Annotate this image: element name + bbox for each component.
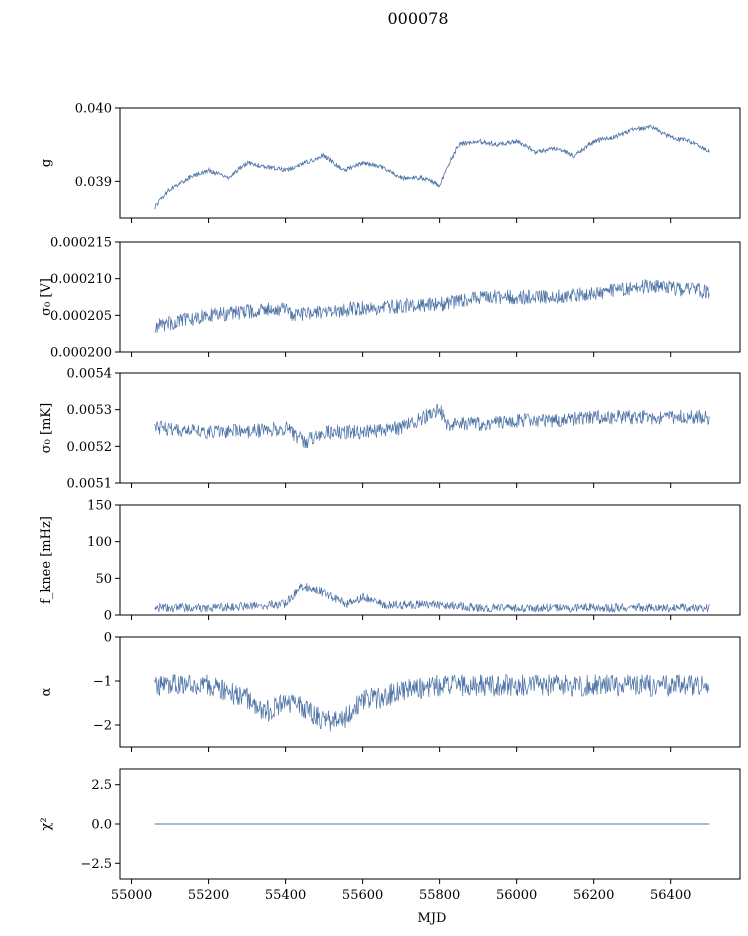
y-tick-label: 2.5 — [91, 778, 112, 793]
y-tick-label: 0.000210 — [50, 272, 112, 287]
x-axis-label: MJD — [418, 911, 447, 926]
panel-3: 0.0051 0.0052 0.0053 0.0054 σ₀ [mK] — [39, 367, 741, 492]
y-tick-label: 0.0052 — [67, 440, 113, 455]
series-line — [154, 404, 710, 449]
x-tick-label: 56000 — [496, 888, 537, 903]
y-tick-label: 0.0 — [91, 818, 112, 833]
y-tick-label: 0 — [104, 609, 112, 624]
y-tick-label: 0.039 — [75, 175, 112, 190]
panel-1: 0.039 0.040 g — [39, 102, 741, 223]
series-line — [154, 278, 710, 333]
panel-2: 0.000200 0.000205 0.000210 0.000215 σ₀ [V] — [39, 236, 741, 361]
y-tick-label: 0.000205 — [50, 309, 112, 324]
panel-frame — [119, 636, 741, 748]
panel-frame — [119, 372, 741, 484]
figure-title: 000078 — [387, 9, 448, 28]
y-tick-label: 0.000215 — [50, 236, 112, 251]
x-tick-label: 55800 — [419, 888, 460, 903]
y-tick-label: 0.040 — [75, 102, 112, 117]
y-tick-label: 0 — [104, 631, 112, 646]
x-tick-label: 55000 — [111, 888, 152, 903]
x-tick-label: 55400 — [265, 888, 306, 903]
x-tick-label: 55200 — [188, 888, 229, 903]
y-tick-label: −2 — [93, 719, 112, 734]
y-tick-label: −2.5 — [80, 857, 112, 872]
x-tick-label: 56400 — [650, 888, 691, 903]
y-tick-label: 50 — [95, 572, 112, 587]
y-tick-label: 150 — [87, 499, 112, 514]
panel-5: −2 −1 0 α — [39, 631, 741, 752]
series-line — [154, 583, 710, 614]
series-line — [154, 673, 710, 732]
y-tick-label: 0.0054 — [67, 367, 113, 382]
panel-frame — [119, 241, 741, 353]
panel-4: 0 50 100 150 f_knee [mHz] — [39, 499, 741, 624]
panel-frame — [119, 107, 741, 219]
y-axis-label: f_knee [mHz] — [39, 516, 54, 604]
y-tick-label: 0.0051 — [67, 477, 113, 492]
y-tick-label: 0.0053 — [67, 403, 113, 418]
y-tick-label: 0.000200 — [50, 346, 112, 361]
x-tick-label: 55600 — [342, 888, 383, 903]
series-line — [154, 124, 710, 210]
y-axis-label: σ₀ [V] — [39, 278, 54, 316]
y-tick-label: −1 — [93, 675, 112, 690]
panel-frame — [119, 504, 741, 616]
y-axis-label: χ² — [39, 817, 54, 830]
y-axis-label: g — [39, 159, 54, 167]
y-tick-label: 100 — [87, 535, 112, 550]
y-axis-label: σ₀ [mK] — [39, 403, 54, 453]
panel-6: −2.5 0.0 2.5 55000 55200 55400 55600 55800 56000… — [39, 768, 741, 903]
y-axis-label: α — [39, 687, 54, 696]
x-tick-label: 56200 — [573, 888, 614, 903]
